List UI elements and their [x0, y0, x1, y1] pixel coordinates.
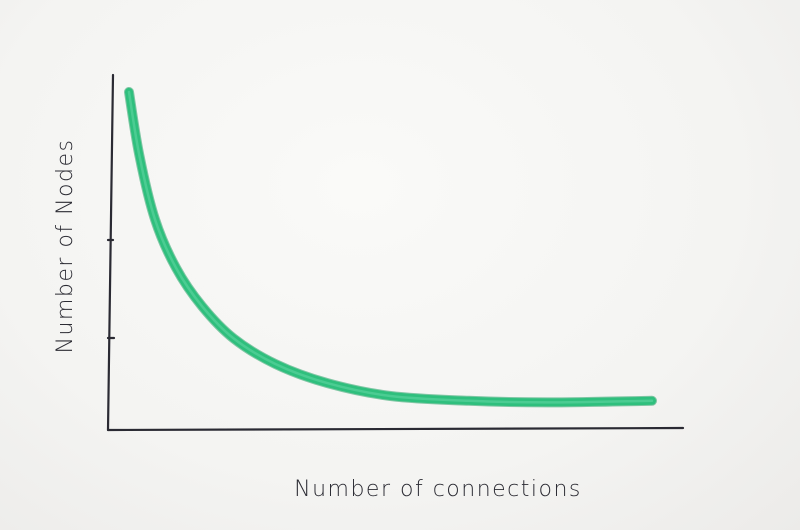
series-point: [176, 268, 177, 269]
x-axis-label: Number of connections: [294, 477, 582, 502]
series-point: [129, 92, 130, 93]
series-layer: [124, 87, 657, 408]
x-axis-line: [106, 426, 685, 432]
series-point: [468, 400, 469, 401]
series-point: [547, 402, 548, 403]
series-line-shadow: [124, 87, 657, 408]
series-point: [390, 396, 391, 397]
series-point: [233, 338, 234, 339]
series-line: [125, 88, 656, 407]
y-axis-line: [106, 73, 115, 432]
series-point: [202, 306, 203, 307]
series-point: [327, 383, 328, 384]
series-point: [155, 220, 156, 221]
series-line-highlight: [127, 90, 654, 404]
series-point: [652, 400, 653, 401]
series-point: [139, 156, 140, 157]
series-point: [275, 364, 276, 365]
y-axis-label: Number of Nodes: [53, 139, 78, 354]
